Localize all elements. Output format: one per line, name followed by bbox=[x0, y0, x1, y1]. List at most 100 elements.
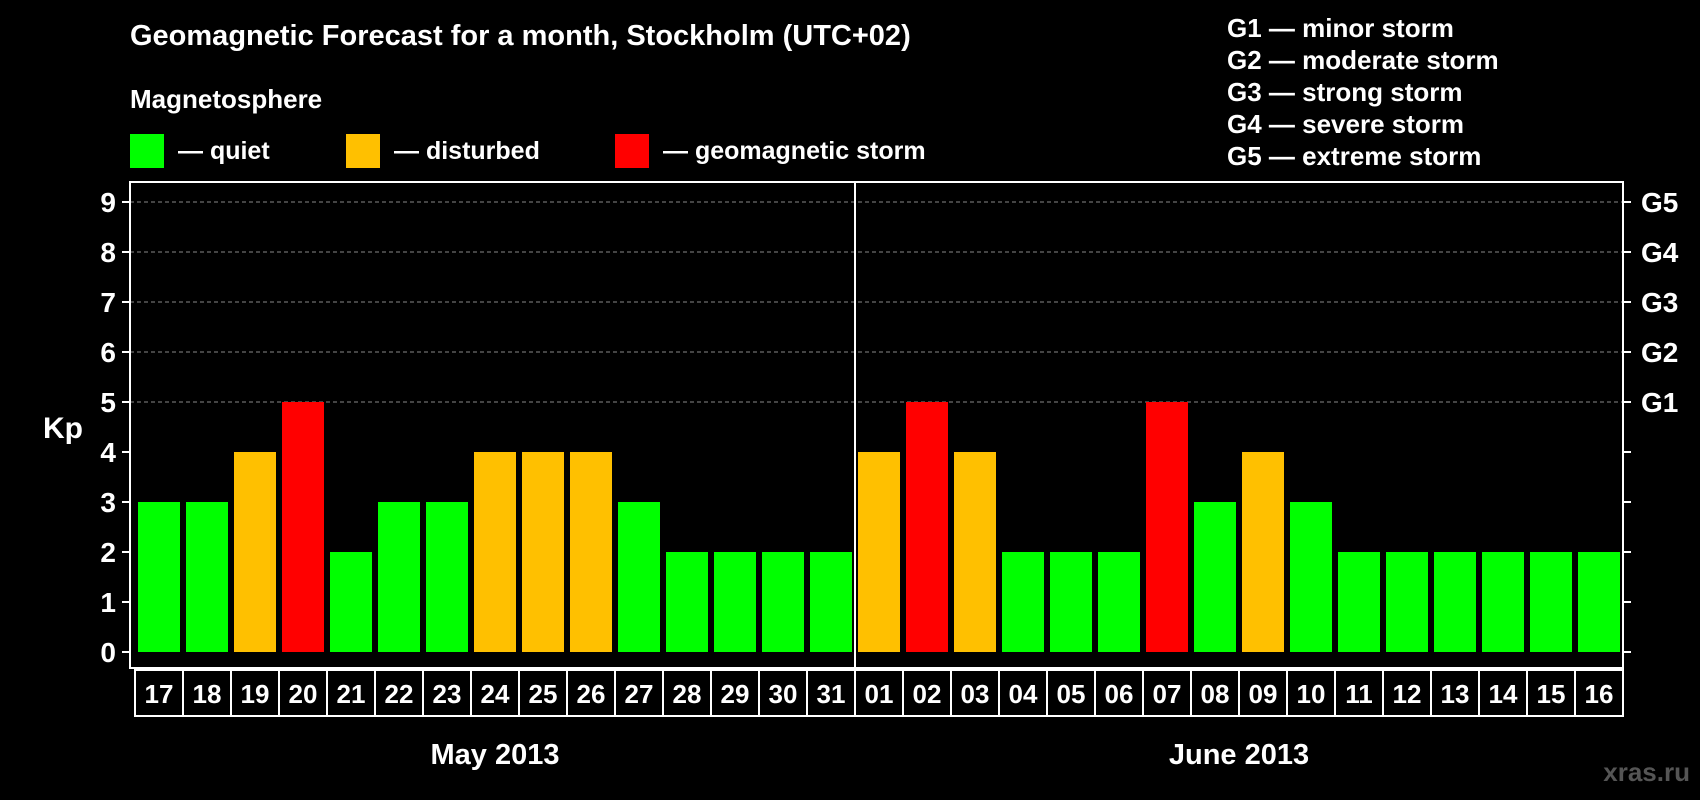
x-tick-label: 20 bbox=[289, 679, 318, 709]
legend: — quiet — disturbed — geomagnetic storm bbox=[0, 134, 1000, 168]
right-axis-label: G3 bbox=[1641, 287, 1678, 318]
right-axis-label: G1 bbox=[1641, 387, 1678, 418]
storm-level-g4: G4 — severe storm bbox=[1227, 109, 1465, 139]
bar-02 bbox=[906, 402, 948, 652]
x-tick-label: 27 bbox=[625, 679, 654, 709]
y-tick-label: 9 bbox=[100, 187, 116, 218]
storm-level-g1: G1 — minor storm bbox=[1227, 13, 1454, 43]
bar-14 bbox=[1482, 552, 1524, 652]
bar-11 bbox=[1338, 552, 1380, 652]
x-tick-label: 14 bbox=[1489, 679, 1518, 709]
legend-item-quiet: — quiet bbox=[130, 134, 270, 168]
x-tick-label: 07 bbox=[1153, 679, 1182, 709]
y-tick-label: 3 bbox=[100, 487, 116, 518]
x-tick-label: 23 bbox=[433, 679, 462, 709]
bar-07 bbox=[1146, 402, 1188, 652]
bar-16 bbox=[1578, 552, 1620, 652]
y-tick-label: 5 bbox=[100, 387, 116, 418]
legend-item-disturbed: — disturbed bbox=[346, 134, 540, 168]
bar-09 bbox=[1242, 452, 1284, 652]
bar-20 bbox=[282, 402, 324, 652]
plot-frame bbox=[129, 181, 1624, 669]
bar-13 bbox=[1434, 552, 1476, 652]
x-tick-label: 22 bbox=[385, 679, 414, 709]
x-tick-label: 13 bbox=[1441, 679, 1470, 709]
storm-level-g5: G5 — extreme storm bbox=[1227, 141, 1482, 171]
bar-08 bbox=[1194, 502, 1236, 652]
legend-label-storm: — geomagnetic storm bbox=[663, 136, 926, 165]
legend-swatch-quiet bbox=[130, 134, 164, 168]
bar-25 bbox=[522, 452, 564, 652]
x-tick-label: 06 bbox=[1105, 679, 1134, 709]
legend-swatch-disturbed bbox=[346, 134, 380, 168]
x-tick-label: 01 bbox=[865, 679, 894, 709]
y-tick-label: 2 bbox=[100, 537, 116, 568]
bar-17 bbox=[138, 502, 180, 652]
chart-title: Geomagnetic Forecast for a month, Stockh… bbox=[130, 20, 911, 52]
bar-05 bbox=[1050, 552, 1092, 652]
y-tick-label: 1 bbox=[100, 587, 116, 618]
bar-03 bbox=[954, 452, 996, 652]
month-label: May 2013 bbox=[431, 739, 560, 771]
y-axis-label: Kp bbox=[43, 412, 83, 445]
storm-level-list: G1 — minor storm G2 — moderate storm G3 … bbox=[1227, 12, 1499, 172]
x-tick-label: 24 bbox=[481, 679, 510, 709]
x-tick-label: 12 bbox=[1393, 679, 1422, 709]
bar-30 bbox=[762, 552, 804, 652]
x-tick-label: 05 bbox=[1057, 679, 1086, 709]
bar-23 bbox=[426, 502, 468, 652]
day-label-box bbox=[134, 669, 1624, 717]
y-tick-label: 0 bbox=[100, 637, 116, 668]
x-tick-label: 21 bbox=[337, 679, 366, 709]
x-tick-label: 19 bbox=[241, 679, 270, 709]
x-tick-label: 08 bbox=[1201, 679, 1230, 709]
bar-19 bbox=[234, 452, 276, 652]
x-tick-label: 25 bbox=[529, 679, 558, 709]
storm-level-g2: G2 — moderate storm bbox=[1227, 45, 1499, 75]
bar-27 bbox=[618, 502, 660, 652]
x-tick-label: 10 bbox=[1297, 679, 1326, 709]
x-tick-label: 09 bbox=[1249, 679, 1278, 709]
bar-29 bbox=[714, 552, 756, 652]
bar-24 bbox=[474, 452, 516, 652]
bar-21 bbox=[330, 552, 372, 652]
x-tick-label: 15 bbox=[1537, 679, 1566, 709]
y-tick-label: 8 bbox=[100, 237, 116, 268]
x-tick-label: 16 bbox=[1585, 679, 1614, 709]
x-tick-label: 04 bbox=[1009, 679, 1038, 709]
bar-28 bbox=[666, 552, 708, 652]
bar-04 bbox=[1002, 552, 1044, 652]
storm-level-g3: G3 — strong storm bbox=[1227, 77, 1463, 107]
legend-item-storm: — geomagnetic storm bbox=[615, 134, 926, 168]
x-tick-label: 18 bbox=[193, 679, 222, 709]
legend-label-quiet: — quiet bbox=[178, 136, 270, 165]
bar-06 bbox=[1098, 552, 1140, 652]
bar-12 bbox=[1386, 552, 1428, 652]
bar-31 bbox=[810, 552, 852, 652]
y-tick-label: 6 bbox=[100, 337, 116, 368]
legend-subtitle: Magnetosphere bbox=[130, 84, 323, 114]
x-tick-label: 02 bbox=[913, 679, 942, 709]
watermark: xras.ru bbox=[1603, 757, 1690, 787]
x-tick-label: 11 bbox=[1345, 679, 1373, 709]
right-axis-label: G2 bbox=[1641, 337, 1678, 368]
x-tick-label: 17 bbox=[145, 679, 174, 709]
x-tick-label: 30 bbox=[769, 679, 798, 709]
month-label: June 2013 bbox=[1169, 739, 1309, 771]
x-tick-label: 31 bbox=[817, 679, 846, 709]
right-axis-label: G4 bbox=[1641, 237, 1679, 268]
x-tick-label: 03 bbox=[961, 679, 990, 709]
bar-10 bbox=[1290, 502, 1332, 652]
legend-label-disturbed: — disturbed bbox=[394, 136, 540, 165]
bar-26 bbox=[570, 452, 612, 652]
y-tick-label: 4 bbox=[100, 437, 116, 468]
x-tick-label: 29 bbox=[721, 679, 750, 709]
right-axis-label: G5 bbox=[1641, 187, 1678, 218]
x-tick-label: 26 bbox=[577, 679, 606, 709]
bar-22 bbox=[378, 502, 420, 652]
bar-18 bbox=[186, 502, 228, 652]
bar-15 bbox=[1530, 552, 1572, 652]
bar-01 bbox=[858, 452, 900, 652]
x-tick-label: 28 bbox=[673, 679, 702, 709]
